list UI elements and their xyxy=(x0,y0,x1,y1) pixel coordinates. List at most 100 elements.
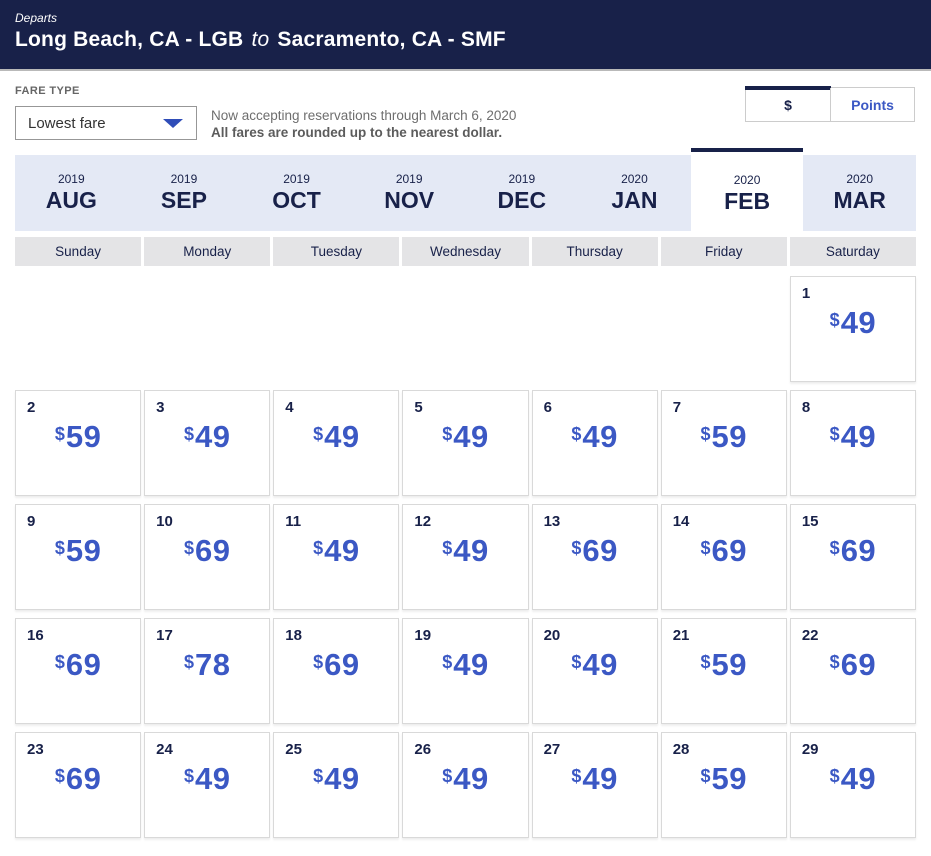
fare-type-dropdown[interactable]: Lowest fare xyxy=(15,106,197,140)
currency-symbol: $ xyxy=(829,538,840,558)
fare-cell-feb-14[interactable]: 14 $69 xyxy=(660,504,787,610)
fare-amount: 69 xyxy=(65,647,102,682)
tab-mar-2020[interactable]: 2020 MAR xyxy=(803,155,916,231)
fare-amount: 69 xyxy=(324,647,360,682)
date-label: 27 xyxy=(543,741,561,758)
fare-amount: 69 xyxy=(65,761,102,796)
tab-dec-2019[interactable]: 2019 DEC xyxy=(465,155,579,231)
fare-price: $49 xyxy=(791,419,915,455)
fare-cell-feb-9[interactable]: 9 $59 xyxy=(15,504,142,610)
date-label: 5 xyxy=(414,399,423,416)
currency-toggle: $ Points xyxy=(745,86,915,122)
fare-cell-feb-6[interactable]: 6 $49 xyxy=(531,390,658,496)
fare-cell-feb-18[interactable]: 18 $69 xyxy=(273,618,400,724)
currency-symbol: $ xyxy=(829,310,840,330)
fare-cell-feb-21[interactable]: 21 $59 xyxy=(660,618,787,724)
tab-year: 2019 xyxy=(508,172,536,186)
fare-price: $59 xyxy=(16,419,140,455)
date-label: 14 xyxy=(672,513,690,530)
currency-symbol: $ xyxy=(54,424,65,444)
fare-price: $69 xyxy=(16,647,140,683)
fare-cell-feb-12[interactable]: 12 $49 xyxy=(402,504,529,610)
fare-cell-feb-3[interactable]: 3 $49 xyxy=(144,390,271,496)
tab-jan-2020[interactable]: 2020 JAN xyxy=(578,155,691,231)
fare-cell-feb-23[interactable]: 23 $69 xyxy=(15,732,142,838)
currency-symbol: $ xyxy=(700,652,711,672)
fare-cell-feb-15[interactable]: 15 $69 xyxy=(789,504,916,610)
fare-cell-feb-10[interactable]: 10 $69 xyxy=(144,504,271,610)
tab-year: 2020 xyxy=(733,172,761,187)
fare-price: $59 xyxy=(16,533,140,569)
fare-amount: 69 xyxy=(711,533,748,568)
currency-symbol: $ xyxy=(183,652,194,672)
fare-cell-feb-22[interactable]: 22 $69 xyxy=(789,618,916,724)
day-header-tuesday: Tuesday xyxy=(273,237,400,266)
fare-price: $59 xyxy=(662,419,786,455)
fare-amount: 69 xyxy=(840,647,877,682)
fare-price: $69 xyxy=(533,533,657,569)
date-label: 6 xyxy=(543,399,552,416)
fare-amount: 49 xyxy=(324,533,360,568)
origin-city: Long Beach, CA - LGB xyxy=(15,28,244,51)
empty-cell xyxy=(273,276,400,382)
tab-feb-2020[interactable]: 2020 FEB xyxy=(690,148,804,235)
fare-cell-feb-24[interactable]: 24 $49 xyxy=(144,732,271,838)
fare-cell-feb-26[interactable]: 26 $49 xyxy=(402,732,529,838)
fare-cell-feb-27[interactable]: 27 $49 xyxy=(531,732,658,838)
currency-symbol: $ xyxy=(571,766,582,786)
fare-cell-feb-7[interactable]: 7 $59 xyxy=(660,390,787,496)
fare-cell-feb-1[interactable]: 1 $49 xyxy=(789,276,916,382)
fare-cell-feb-4[interactable]: 4 $49 xyxy=(273,390,400,496)
date-label: 11 xyxy=(285,513,302,530)
fare-cell-feb-29[interactable]: 29 $49 xyxy=(789,732,916,838)
fare-price: $69 xyxy=(791,533,915,569)
fare-cell-feb-16[interactable]: 16 $69 xyxy=(15,618,142,724)
fare-amount: 49 xyxy=(194,761,231,796)
currency-symbol: $ xyxy=(442,652,453,672)
fare-cell-feb-19[interactable]: 19 $49 xyxy=(402,618,529,724)
currency-symbol: $ xyxy=(829,652,840,672)
route-connector: to xyxy=(251,28,270,51)
fare-cell-feb-28[interactable]: 28 $59 xyxy=(660,732,787,838)
tab-oct-2019[interactable]: 2019 OCT xyxy=(240,155,353,231)
date-label: 1 xyxy=(801,285,811,302)
fare-cell-feb-20[interactable]: 20 $49 xyxy=(531,618,658,724)
fare-cell-feb-8[interactable]: 8 $49 xyxy=(789,390,916,496)
fare-cell-feb-11[interactable]: 11 $49 xyxy=(273,504,400,610)
fare-price: $49 xyxy=(145,419,269,455)
notice-line-1: Now accepting reservations through March… xyxy=(211,108,517,123)
fare-price: $78 xyxy=(145,647,269,683)
tab-nov-2019[interactable]: 2019 NOV xyxy=(352,155,466,231)
fare-amount: 49 xyxy=(194,419,231,454)
toggle-points[interactable]: Points xyxy=(830,88,914,121)
tab-sep-2019[interactable]: 2019 SEP xyxy=(127,155,241,231)
fare-price: $59 xyxy=(662,647,786,683)
currency-symbol: $ xyxy=(54,538,65,558)
tab-year: 2019 xyxy=(57,172,85,186)
currency-symbol: $ xyxy=(183,424,194,444)
fare-amount: 49 xyxy=(453,419,489,454)
tab-year: 2020 xyxy=(621,172,648,186)
fare-price: $69 xyxy=(791,647,915,683)
fare-price: $69 xyxy=(662,533,786,569)
currency-symbol: $ xyxy=(313,766,324,786)
fare-amount: 49 xyxy=(582,419,618,454)
fare-cell-feb-2[interactable]: 2 $59 xyxy=(15,390,142,496)
fare-amount: 49 xyxy=(453,647,489,682)
tab-month: OCT xyxy=(272,187,321,213)
departs-label: Departs xyxy=(15,11,58,25)
fare-amount: 69 xyxy=(840,533,877,568)
fare-cell-feb-25[interactable]: 25 $49 xyxy=(273,732,400,838)
date-label: 12 xyxy=(414,513,432,530)
fare-cell-feb-5[interactable]: 5 $49 xyxy=(402,390,529,496)
tab-month: DEC xyxy=(497,187,547,213)
fare-cell-feb-17[interactable]: 17 $78 xyxy=(144,618,271,724)
fare-amount: 78 xyxy=(194,647,231,682)
date-label: 23 xyxy=(27,741,44,758)
toggle-dollars[interactable]: $ xyxy=(745,86,831,121)
tab-aug-2019[interactable]: 2019 AUG xyxy=(15,155,128,231)
fare-cell-feb-13[interactable]: 13 $69 xyxy=(531,504,658,610)
currency-symbol: $ xyxy=(54,766,65,786)
date-label: 13 xyxy=(543,513,561,530)
currency-symbol: $ xyxy=(700,538,711,558)
